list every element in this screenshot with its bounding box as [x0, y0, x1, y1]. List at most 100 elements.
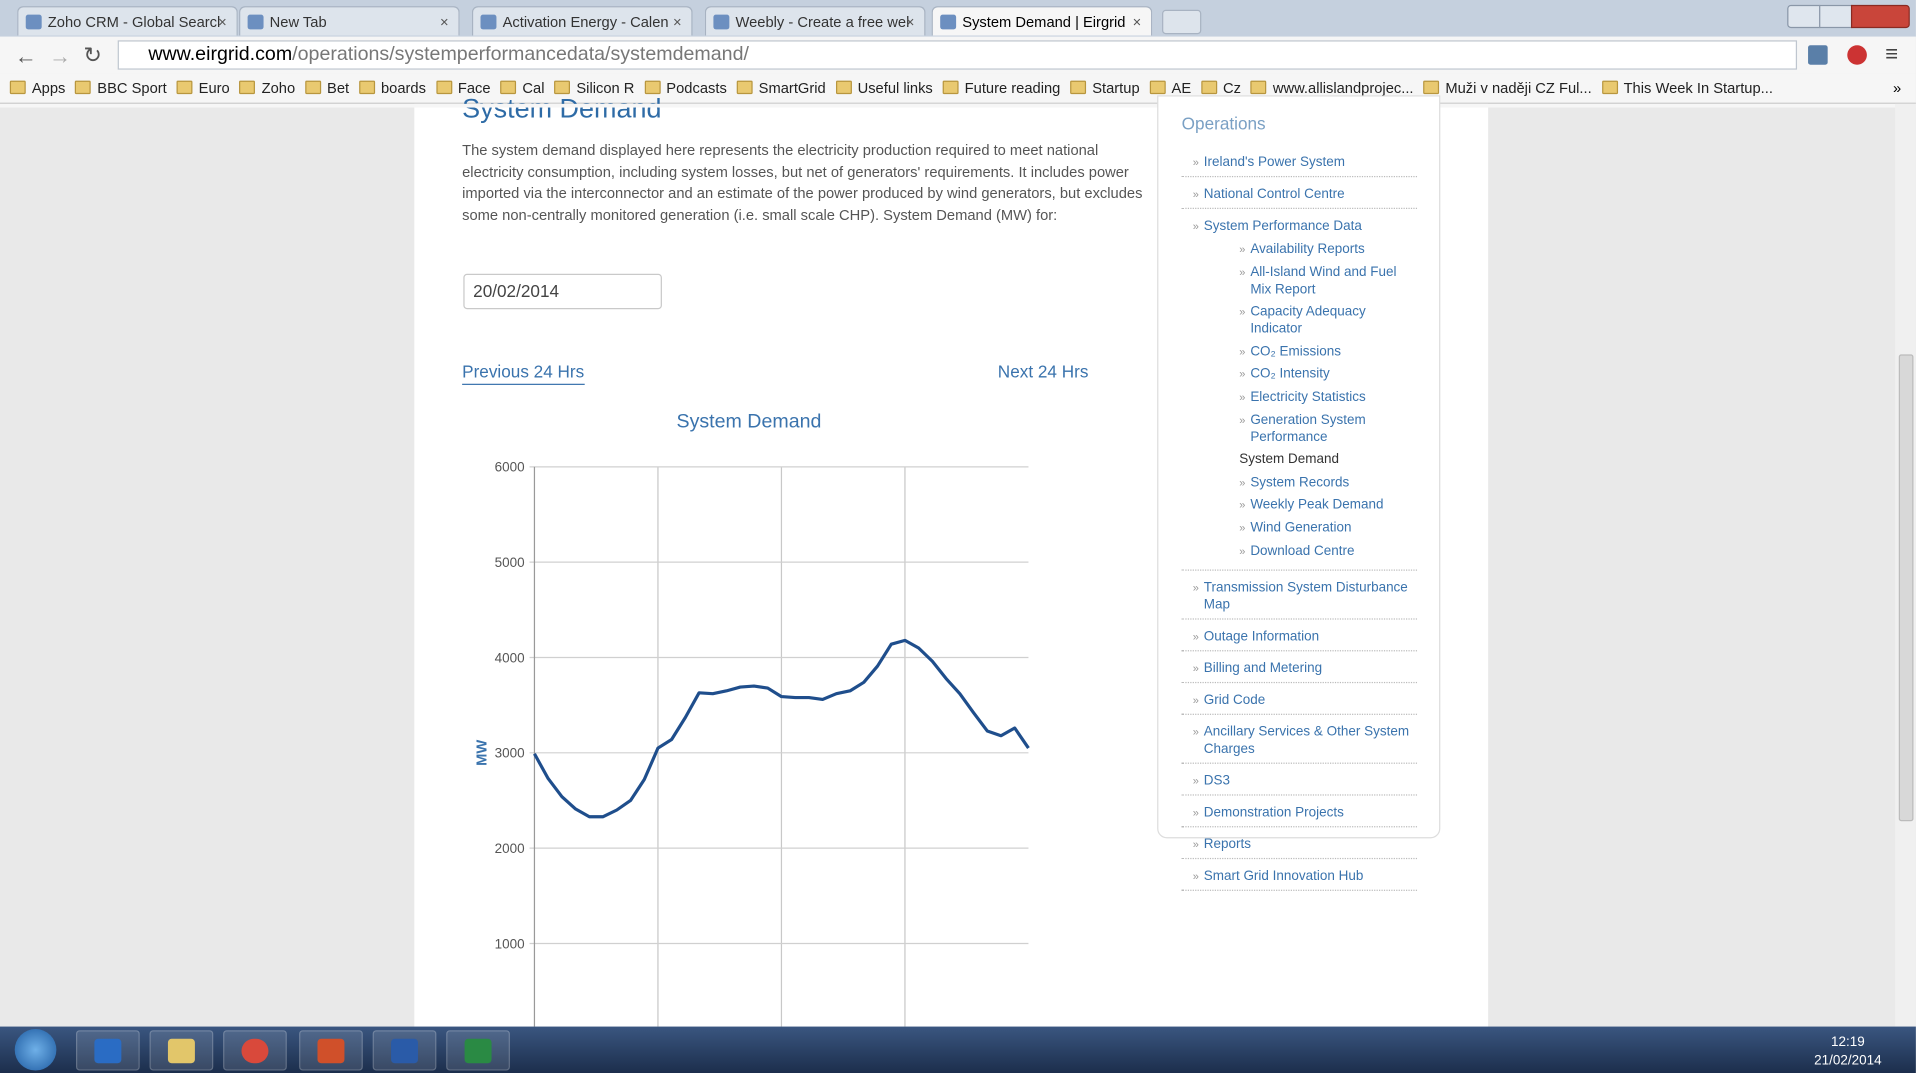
- bookmark[interactable]: BBC Sport: [75, 73, 167, 102]
- menu-link[interactable]: Grid Code: [1203, 693, 1266, 708]
- bookmark-icon: [75, 80, 92, 95]
- submenu-link[interactable]: System Records: [1204, 474, 1417, 491]
- date-input[interactable]: 20/02/2014: [463, 273, 662, 310]
- menu-link[interactable]: Reports: [1203, 837, 1251, 852]
- menu-link[interactable]: Ancillary Services & Other System Charge…: [1203, 724, 1410, 757]
- y-tick-label: 1000: [495, 936, 525, 951]
- tab-close[interactable]: ×: [672, 13, 682, 31]
- bookmark-label: Bet: [327, 79, 350, 97]
- menu-link[interactable]: Billing and Metering: [1203, 661, 1323, 676]
- tab[interactable]: New Tab ×: [239, 6, 460, 36]
- previous-link[interactable]: Previous 24 Hrs: [462, 362, 585, 385]
- menu-link[interactable]: Outage Information: [1203, 629, 1320, 645]
- tab-close[interactable]: ×: [218, 13, 227, 31]
- taskbar-explorer[interactable]: [149, 1030, 214, 1071]
- bookmark[interactable]: www.allislandprojec...: [1250, 73, 1414, 102]
- back-button[interactable]: ←: [14, 43, 37, 69]
- bookmark-icon: [1423, 80, 1440, 95]
- minimize-button[interactable]: [1787, 4, 1821, 29]
- menu-link[interactable]: National Control Centre: [1203, 186, 1345, 202]
- tab[interactable]: Activation Energy - Calen ×: [471, 6, 693, 36]
- maximize-button[interactable]: [1819, 4, 1853, 29]
- taskbar-excel[interactable]: [446, 1030, 510, 1071]
- submenu-link[interactable]: Weekly Peak Demand: [1204, 497, 1417, 514]
- bookmark-label: boards: [380, 79, 426, 97]
- bookmark-label: Useful links: [857, 79, 933, 97]
- submenu-current: System Demand: [1239, 452, 1339, 468]
- bookmark[interactable]: Muži v naději CZ Ful...: [1423, 73, 1592, 102]
- submenu-link[interactable]: Electricity Statistics: [1204, 389, 1417, 406]
- menu-item: Smart Grid Innovation Hub: [1181, 865, 1418, 892]
- bookmark[interactable]: AE: [1149, 73, 1191, 102]
- bookmark-label: This Week In Startup...: [1623, 79, 1773, 97]
- scrollbar-thumb[interactable]: [1898, 354, 1914, 822]
- bookmark[interactable]: Useful links: [835, 73, 933, 102]
- bookmark[interactable]: Apps: [9, 73, 66, 102]
- menu-link[interactable]: Transmission System Disturbance Map: [1203, 580, 1408, 613]
- menu-item: System Performance Data Availability Repo…: [1181, 215, 1418, 571]
- address-bar[interactable]: www.eirgrid.com/operations/systemperform…: [117, 40, 1798, 70]
- chart: System Demand MW 1000 2000 3000 4000 5000 6000: [475, 411, 1030, 1027]
- bookmark[interactable]: Cal: [500, 73, 545, 102]
- submenu-link[interactable]: Generation System Performance: [1204, 411, 1417, 445]
- tab[interactable]: System Demand | Eirgrid ×: [931, 6, 1153, 36]
- reload-button[interactable]: ↻: [83, 42, 102, 68]
- sidebar-menu: Ireland's Power System National Control C…: [1181, 152, 1418, 898]
- bookmark[interactable]: Face: [435, 73, 491, 102]
- bookmark[interactable]: boards: [358, 73, 426, 102]
- taskbar-chrome[interactable]: [223, 1030, 287, 1071]
- bookmark[interactable]: Startup: [1070, 73, 1140, 102]
- menu-link[interactable]: System Performance Data: [1203, 218, 1362, 234]
- bookmark-label: Startup: [1092, 79, 1140, 97]
- menu-link[interactable]: Ireland's Power System: [1203, 155, 1345, 170]
- submenu-link[interactable]: Availability Reports: [1204, 241, 1417, 258]
- taskbar-word[interactable]: [372, 1030, 437, 1071]
- bookmarks-bar: Apps BBC Sport Euro Zoho Bet boards Face Cal Sil…: [0, 73, 1916, 104]
- tab-close[interactable]: ×: [440, 13, 449, 31]
- bookmark[interactable]: Bet: [304, 73, 350, 102]
- submenu-link[interactable]: CO₂ Emissions: [1204, 343, 1417, 360]
- submenu-link[interactable]: Capacity Adequacy Indicator: [1204, 303, 1417, 337]
- bookmark[interactable]: This Week In Startup...: [1601, 73, 1773, 102]
- menu-button[interactable]: ≡: [1885, 41, 1899, 66]
- submenu-link[interactable]: CO₂ Intensity: [1204, 366, 1417, 383]
- menu-link[interactable]: DS3: [1203, 773, 1230, 789]
- forward-button[interactable]: →: [49, 43, 72, 69]
- tab-close[interactable]: ×: [1132, 13, 1142, 31]
- menu-item: Grid Code: [1181, 689, 1418, 716]
- new-tab-button[interactable]: [1162, 9, 1202, 35]
- bookmark[interactable]: Podcasts: [644, 73, 727, 102]
- tab-title: Weebly - Create a free wel: [735, 13, 910, 31]
- bookmark[interactable]: Silicon R: [554, 73, 634, 102]
- submenu-link[interactable]: Download Centre: [1204, 542, 1417, 559]
- bookmark-icon: [1601, 80, 1618, 95]
- bookmarks-more[interactable]: »: [1893, 79, 1902, 97]
- taskbar-powerpoint[interactable]: [299, 1030, 363, 1071]
- taskbar: [0, 1026, 1916, 1073]
- tab[interactable]: Weebly - Create a free wel ×: [704, 6, 926, 36]
- menu-link[interactable]: Demonstration Projects: [1203, 805, 1344, 821]
- start-button[interactable]: [14, 1029, 57, 1071]
- tab[interactable]: Zoho CRM - Global Searcl ×: [17, 6, 238, 36]
- bookmark[interactable]: SmartGrid: [736, 73, 826, 102]
- menu-item: Outage Information: [1181, 626, 1418, 652]
- y-axis-label: MW: [475, 740, 491, 766]
- extension-icon[interactable]: [1847, 45, 1867, 65]
- tab-close[interactable]: ×: [905, 13, 915, 31]
- extension-icon[interactable]: [1808, 45, 1828, 65]
- taskbar-outlook[interactable]: [75, 1030, 140, 1071]
- submenu-link[interactable]: Wind Generation: [1204, 519, 1417, 536]
- bookmark[interactable]: Cz: [1200, 73, 1241, 102]
- menu-link[interactable]: Smart Grid Innovation Hub: [1203, 869, 1364, 884]
- submenu-link[interactable]: All-Island Wind and Fuel Mix Report: [1204, 263, 1417, 297]
- bookmark[interactable]: Euro: [176, 73, 230, 102]
- bookmark-icon: [1149, 80, 1166, 95]
- close-button[interactable]: [1850, 4, 1910, 29]
- bookmark[interactable]: Future reading: [942, 73, 1060, 102]
- bookmark-label: Apps: [31, 79, 66, 97]
- bookmark-label: Euro: [198, 79, 230, 97]
- bookmark-label: www.allislandprojec...: [1272, 79, 1414, 97]
- next-link[interactable]: Next 24 Hrs: [997, 361, 1089, 382]
- bookmark-icon: [239, 80, 256, 95]
- bookmark[interactable]: Zoho: [239, 73, 295, 102]
